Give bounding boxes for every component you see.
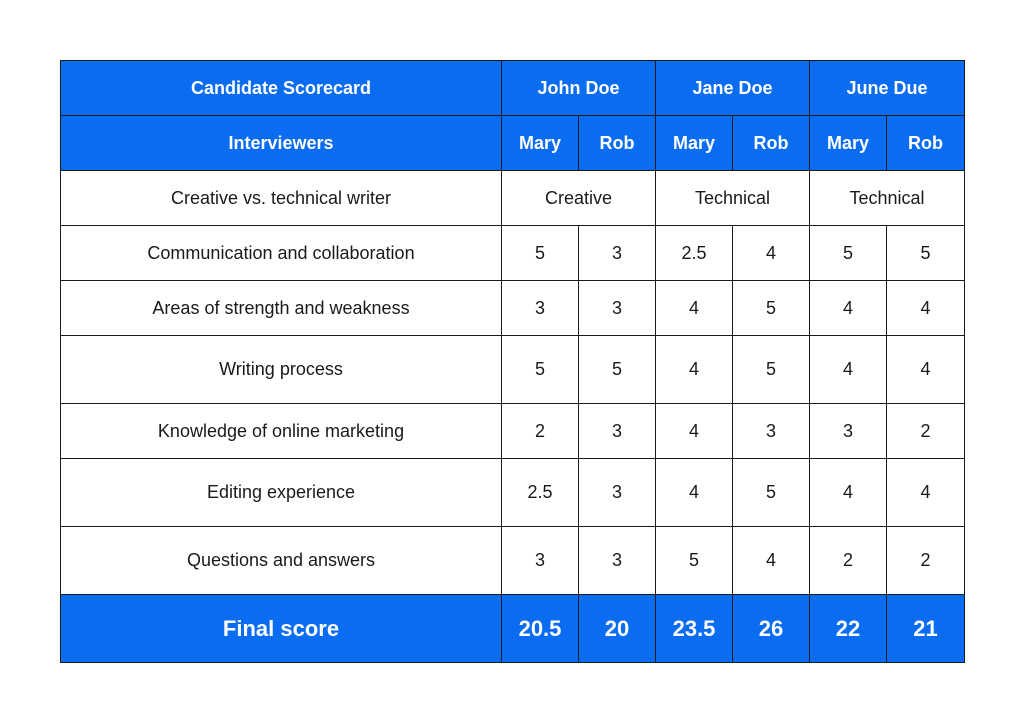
- score-cell: 4: [809, 458, 888, 527]
- candidate-name: John Doe: [500, 60, 657, 116]
- score-cell: 2: [886, 403, 966, 459]
- score-cell: 5: [501, 335, 579, 404]
- score-cell: 5: [732, 335, 811, 404]
- interviewer-name: Mary: [655, 115, 734, 171]
- interviewer-name: Rob: [886, 115, 966, 171]
- score-cell: 5: [886, 225, 966, 281]
- table-row: Editing experience 2.5 3 4 5 4 4: [60, 458, 966, 527]
- scorecard-title: Candidate Scorecard: [60, 60, 502, 116]
- score-cell: 4: [732, 526, 811, 595]
- final-score-cell: 20: [577, 594, 657, 663]
- score-cell: 3: [501, 280, 579, 336]
- score-cell: 3: [577, 280, 657, 336]
- writer-type: Technical: [809, 170, 966, 226]
- final-score-cell: 21: [886, 594, 966, 663]
- score-cell: 4: [655, 280, 734, 336]
- interviewers-label: Interviewers: [60, 115, 502, 171]
- score-cell: 2: [501, 403, 579, 459]
- final-score-cell: 23.5: [655, 594, 734, 663]
- score-cell: 3: [501, 526, 579, 595]
- final-score-label: Final score: [60, 594, 502, 663]
- score-cell: 4: [809, 280, 888, 336]
- header-row-interviewers: Interviewers Mary Rob Mary Rob Mary Rob: [60, 115, 966, 171]
- criterion-label: Areas of strength and weakness: [60, 280, 502, 336]
- score-cell: 4: [655, 403, 734, 459]
- score-cell: 3: [577, 526, 657, 595]
- score-cell: 4: [809, 335, 888, 404]
- writer-type: Creative: [500, 170, 657, 226]
- score-cell: 5: [732, 280, 811, 336]
- score-cell: 4: [655, 335, 734, 404]
- table-row: Writing process 5 5 4 5 4 4: [60, 335, 966, 404]
- writer-type: Technical: [655, 170, 811, 226]
- score-cell: 2: [809, 526, 888, 595]
- criterion-label: Knowledge of online marketing: [60, 403, 502, 459]
- score-cell: 5: [577, 335, 657, 404]
- criterion-label: Writing process: [60, 335, 502, 404]
- score-cell: 3: [577, 225, 657, 281]
- candidate-scorecard-table: Candidate Scorecard John Doe Jane Doe Ju…: [60, 60, 966, 663]
- score-cell: 5: [501, 225, 579, 281]
- final-score-row: Final score 20.5 20 23.5 26 22 21: [60, 594, 966, 663]
- candidate-name: June Due: [809, 60, 966, 116]
- score-cell: 4: [732, 225, 811, 281]
- table-row: Questions and answers 3 3 5 4 2 2: [60, 526, 966, 595]
- score-cell: 4: [886, 458, 966, 527]
- table-row: Areas of strength and weakness 3 3 4 5 4…: [60, 280, 966, 336]
- score-cell: 2: [886, 526, 966, 595]
- final-score-cell: 20.5: [501, 594, 579, 663]
- interviewer-name: Mary: [809, 115, 888, 171]
- candidate-name: Jane Doe: [655, 60, 811, 116]
- score-cell: 4: [655, 458, 734, 527]
- score-cell: 3: [577, 403, 657, 459]
- score-cell: 3: [577, 458, 657, 527]
- criterion-label: Communication and collaboration: [60, 225, 502, 281]
- score-cell: 2.5: [655, 225, 734, 281]
- score-cell: 5: [732, 458, 811, 527]
- interviewer-name: Mary: [501, 115, 579, 171]
- criterion-label: Creative vs. technical writer: [60, 170, 502, 226]
- table-row: Knowledge of online marketing 2 3 4 3 3 …: [60, 403, 966, 459]
- final-score-cell: 22: [809, 594, 888, 663]
- score-cell: 3: [809, 403, 888, 459]
- score-cell: 4: [886, 335, 966, 404]
- interviewer-name: Rob: [732, 115, 811, 171]
- criterion-label: Questions and answers: [60, 526, 502, 595]
- criterion-label: Editing experience: [60, 458, 502, 527]
- score-cell: 4: [886, 280, 966, 336]
- final-score-cell: 26: [732, 594, 811, 663]
- score-cell: 3: [732, 403, 811, 459]
- score-cell: 5: [809, 225, 888, 281]
- interviewer-name: Rob: [577, 115, 657, 171]
- score-cell: 2.5: [501, 458, 579, 527]
- header-row-candidates: Candidate Scorecard John Doe Jane Doe Ju…: [60, 60, 966, 116]
- table-row: Communication and collaboration 5 3 2.5 …: [60, 225, 966, 281]
- score-cell: 5: [655, 526, 734, 595]
- writer-type-row: Creative vs. technical writer Creative T…: [60, 170, 966, 226]
